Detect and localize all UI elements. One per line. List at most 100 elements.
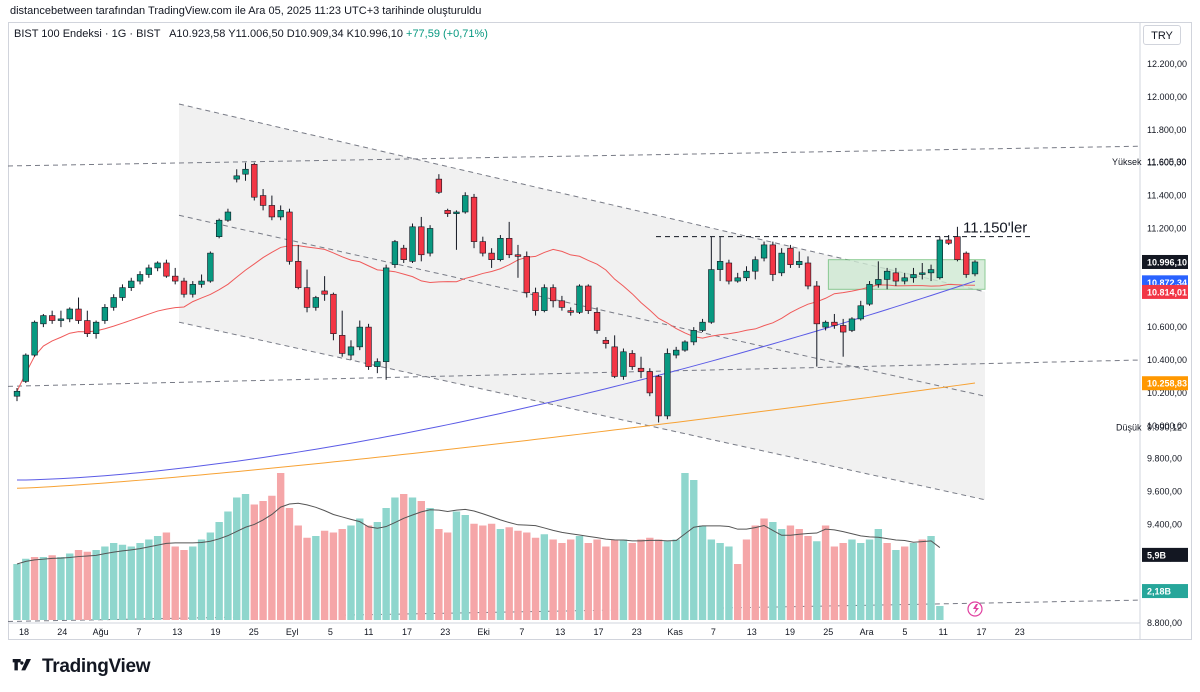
candle-body: [646, 371, 653, 394]
candle-body: [541, 287, 548, 311]
candle: [92, 320, 100, 339]
volume-bar: [540, 534, 549, 620]
candle-body: [620, 351, 627, 377]
channel-upper-line: [178, 103, 986, 293]
price-badge-label: 5,9B: [1147, 550, 1167, 560]
candle-body: [426, 228, 434, 254]
time-tick-label: Eki: [477, 627, 490, 637]
candle-body: [259, 195, 267, 206]
candle-body: [567, 310, 574, 313]
volume-bar: [435, 529, 443, 620]
candle-body: [110, 297, 117, 308]
candle-body: [796, 261, 803, 265]
volume-bar: [391, 497, 399, 620]
candle: [945, 235, 952, 245]
candle-body: [119, 287, 126, 298]
candle-body: [901, 277, 908, 282]
candle: [136, 271, 144, 285]
ohlc-values: A10.923,58 Y11.006,50 D10.909,34 K10.996…: [169, 28, 403, 40]
candle: [576, 284, 583, 314]
candle-body: [479, 241, 486, 254]
volume-bar: [162, 532, 171, 620]
price-tick-label: 10.400,00: [1147, 355, 1187, 365]
symbol-legend[interactable]: BIST 100 Endeksi · 1G · BIST A10.923,58 …: [14, 28, 488, 40]
volume-bar: [830, 546, 839, 620]
candle-body: [453, 211, 460, 214]
candle: [725, 259, 733, 285]
symbol-name[interactable]: BIST 100 Endeksi · 1G · BIST: [14, 28, 161, 40]
volume-bar: [734, 564, 742, 620]
candle: [172, 267, 179, 285]
candle-body: [532, 292, 539, 311]
candle: [532, 287, 539, 316]
time-tick-label: 5: [328, 627, 333, 637]
volume-bar: [646, 537, 654, 620]
candle-body: [629, 353, 636, 367]
candle: [787, 244, 794, 268]
candle: [690, 327, 697, 346]
volume-bar: [918, 539, 926, 620]
candle-body: [365, 326, 372, 367]
volume-bar: [470, 523, 478, 620]
volume-bar: [241, 494, 250, 620]
volume-bar: [628, 543, 636, 620]
candle: [312, 295, 319, 311]
volume-bar: [777, 529, 786, 620]
price-tick-label: 12.200,00: [1147, 59, 1187, 69]
volume-bar: [101, 546, 109, 620]
brand-footer[interactable]: TradingView: [10, 654, 151, 680]
candle: [602, 336, 610, 349]
candle: [163, 259, 170, 278]
candle-body: [435, 178, 443, 193]
candle: [804, 256, 812, 290]
candle-body: [514, 254, 522, 257]
volume-bar: [285, 508, 294, 620]
candle-body: [286, 211, 293, 262]
price-badge-label: 2,18B: [1147, 587, 1172, 597]
candle-body: [875, 279, 882, 285]
volume-bar: [523, 532, 531, 620]
candle: [963, 251, 970, 278]
candle-body: [725, 262, 733, 282]
candle: [339, 310, 346, 357]
candle-body: [145, 267, 152, 275]
candle: [66, 307, 73, 323]
candle-body: [57, 318, 65, 321]
candle: [892, 267, 900, 287]
volume-bar: [259, 501, 267, 620]
candle-body: [347, 346, 355, 356]
time-tick-label: Kas: [667, 627, 683, 637]
candle-body: [787, 247, 794, 265]
volume-bar: [637, 539, 645, 620]
time-tick-label: 23: [1015, 627, 1025, 637]
candle: [743, 266, 750, 282]
volume-bar: [373, 522, 382, 620]
candle: [848, 317, 856, 333]
candle: [215, 218, 223, 239]
price-tick-label: 11.600,00: [1147, 158, 1186, 168]
resistance-trendline: [7, 145, 1141, 167]
candle: [752, 256, 759, 280]
volume-bar: [821, 525, 830, 620]
candle: [286, 208, 293, 265]
candle: [523, 251, 530, 298]
price-badge-label: 10.996,10: [1147, 257, 1187, 267]
candle: [664, 348, 671, 420]
price-badge: [1142, 547, 1188, 562]
price-tick-label: 8.800,00: [1147, 618, 1182, 628]
volume-bar: [593, 539, 601, 620]
volume-bar: [936, 606, 944, 620]
volume-bar: [575, 536, 584, 620]
candle: [435, 174, 443, 194]
time-tick-label: 24: [57, 627, 67, 637]
candle-body: [927, 269, 935, 274]
candle-body: [22, 354, 29, 382]
candle-body: [128, 280, 135, 288]
candle-body: [207, 252, 214, 282]
candle: [514, 244, 522, 278]
candle: [470, 193, 478, 249]
currency-button[interactable]: TRY: [1143, 25, 1181, 45]
price-tick-label: 10.200,00: [1147, 388, 1187, 398]
candle: [971, 260, 979, 277]
